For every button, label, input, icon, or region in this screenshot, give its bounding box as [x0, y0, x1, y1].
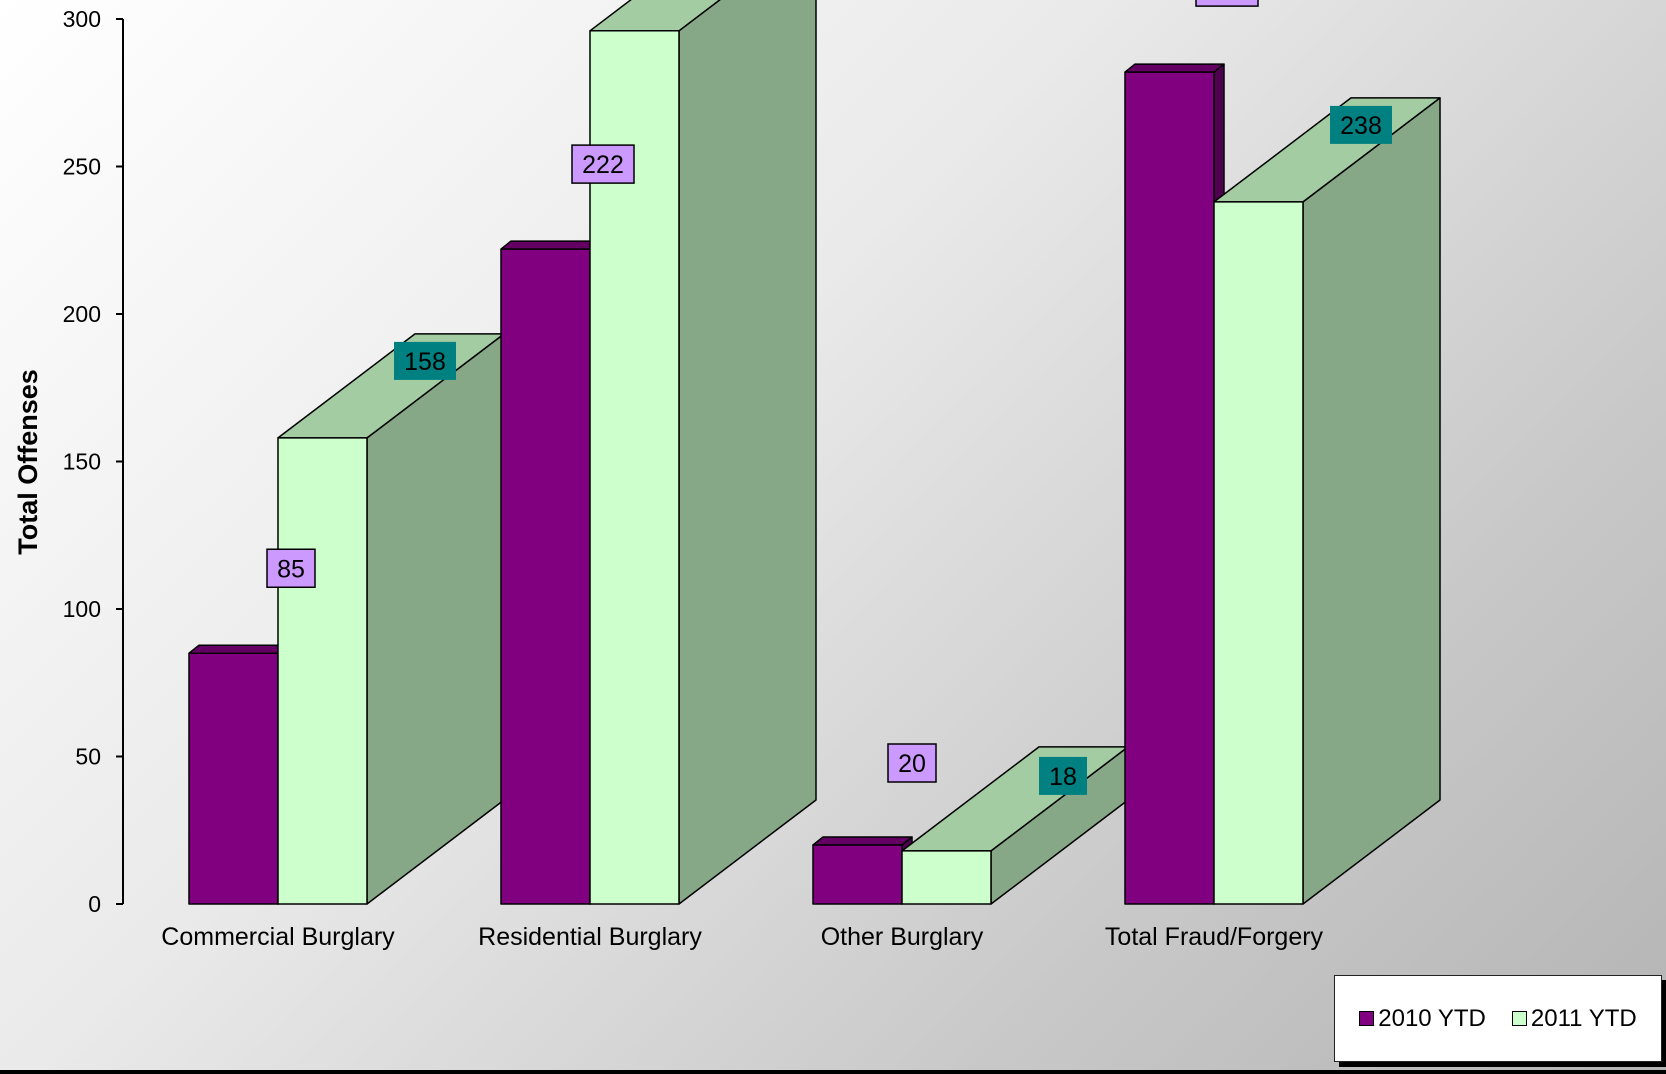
data-label-total-fraud-forgery-2011: 238	[1330, 105, 1392, 144]
data-label-commercial-burglary-2011: 158	[394, 341, 456, 380]
legend-label-2011: 2011 YTD	[1530, 1004, 1637, 1032]
legend: 2010 YTD 2011 YTD	[1334, 975, 1662, 1062]
y-tick-label: 50	[75, 744, 101, 770]
bar-total-fraud-forgery-2010	[1124, 63, 1225, 905]
y-tick-label: 250	[63, 154, 101, 180]
x-axis-labels: Commercial Burglary Residential Burglary O…	[161, 923, 1323, 951]
bar-commercial-burglary-2010	[188, 644, 289, 905]
bars	[188, 0, 1441, 905]
y-axis-label: Total Offenses	[13, 369, 43, 555]
legend-item-2011: 2011 YTD	[1511, 1004, 1637, 1033]
x-tick-label-commercial-burglary: Commercial Burglary	[161, 923, 395, 951]
bar-residential-burglary-2010	[500, 240, 601, 905]
legend-label-2010: 2010 YTD	[1378, 1004, 1486, 1032]
svg-text:20: 20	[898, 750, 926, 778]
y-tick-label: 300	[63, 6, 101, 32]
svg-text:18: 18	[1049, 763, 1077, 791]
svg-text:85: 85	[277, 555, 305, 583]
bar-other-burglary-2010	[812, 836, 913, 905]
bar-total-fraud-forgery-2011	[1213, 97, 1441, 905]
data-label-commercial-burglary-2010: 85	[266, 548, 316, 588]
data-label-residential-burglary-2010: 222	[571, 144, 635, 184]
legend-swatch-2011	[1511, 1011, 1527, 1026]
svg-text:222: 222	[582, 151, 624, 179]
bottom-rule	[0, 1070, 1666, 1074]
svg-text:238: 238	[1340, 112, 1382, 140]
data-label-other-burglary-2011: 18	[1039, 756, 1087, 795]
y-tick-label: 0	[88, 891, 101, 917]
legend-swatch-2010	[1359, 1011, 1375, 1026]
svg-text:158: 158	[404, 348, 446, 376]
bar-commercial-burglary-2011	[277, 333, 505, 905]
x-tick-label-other-burglary: Other Burglary	[821, 923, 984, 951]
x-tick-label-residential-burglary: Residential Burglary	[478, 923, 702, 951]
y-tick-label: 150	[63, 449, 101, 475]
legend-item-2010: 2010 YTD	[1359, 1005, 1486, 1033]
y-axis: 0 50 100 150 200 250 300	[63, 6, 124, 917]
svg-text:282: 282	[1206, 0, 1248, 2]
y-tick-label: 100	[63, 596, 101, 622]
x-tick-label-total-fraud-forgery: Total Fraud/Forgery	[1105, 923, 1324, 951]
data-label-total-fraud-forgery-2010: 282	[1195, 0, 1259, 7]
y-tick-label: 200	[63, 301, 101, 327]
data-label-other-burglary-2010: 20	[887, 743, 937, 783]
data-labels: 85 158 222 20 18 282 238	[266, 0, 1392, 795]
bar-residential-burglary-2011	[589, 0, 817, 905]
